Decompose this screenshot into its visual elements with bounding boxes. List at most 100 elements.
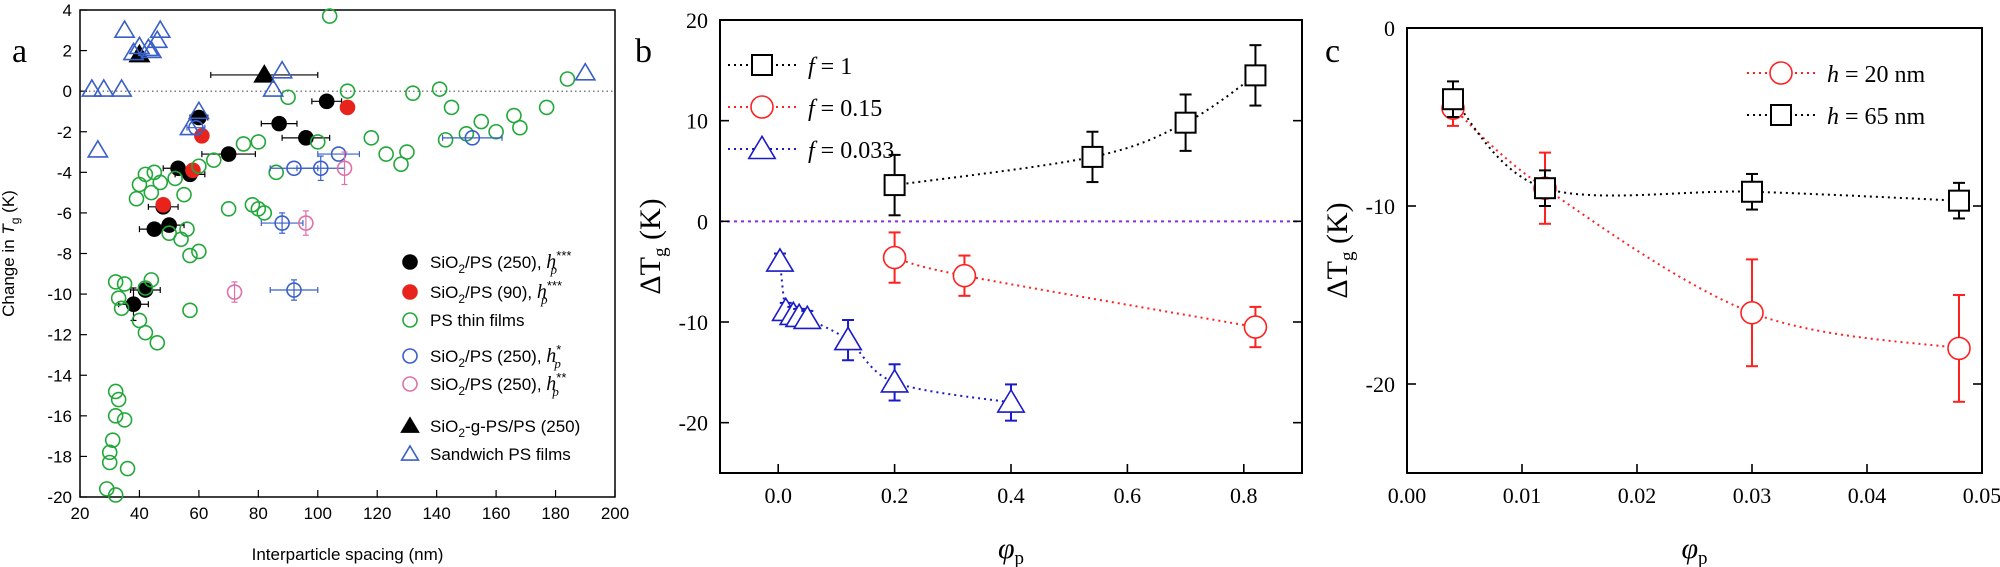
- x-tick-label-b: 0.6: [1114, 483, 1142, 508]
- data-point-a-series-2: [116, 276, 133, 292]
- y-tick-label-a: 2: [63, 42, 72, 61]
- x-tick-label-b: 0.8: [1230, 483, 1258, 508]
- data-point-b-series-0: [1174, 111, 1197, 134]
- y-tick-label-a: -20: [47, 488, 72, 507]
- data-point-b-series-1: [882, 245, 907, 270]
- data-point-a-series-2: [437, 132, 454, 148]
- data-point-a-series-4: [336, 160, 353, 177]
- data-point-a-series-2: [378, 146, 394, 162]
- data-point-a-series-0: [318, 93, 335, 110]
- legend-marker-a: [402, 376, 418, 392]
- data-point-c-series-0: [1740, 300, 1764, 325]
- data-point-a-series-2: [131, 312, 148, 329]
- data-point-a-series-2: [191, 243, 207, 260]
- series-line-c-0: [1452, 107, 1960, 350]
- x-axis-label-b: φp: [998, 532, 1024, 567]
- y-axis-label-c: ΔTg (K): [1321, 202, 1358, 298]
- y-tick-label-a: -4: [57, 163, 72, 182]
- legend-marker-a: [402, 348, 418, 364]
- data-point-b-series-1: [952, 263, 977, 288]
- series-line-c-1: [1452, 98, 1960, 202]
- data-point-a-series-2: [182, 302, 198, 319]
- data-point-a-series-2: [137, 324, 154, 341]
- data-point-a-series-2: [256, 205, 273, 221]
- data-point-a-series-2: [161, 225, 177, 242]
- data-point-b-series-2: [765, 247, 795, 272]
- y-tick-label-b: 0: [697, 209, 708, 234]
- data-point-c-series-1: [1442, 88, 1464, 111]
- plot-frame-c: [1406, 27, 1983, 474]
- x-tick-label-a: 20: [71, 504, 90, 523]
- data-point-a-series-1: [339, 99, 356, 116]
- data-point-a-series-2: [113, 300, 130, 317]
- y-tick-label-b: 20: [686, 8, 708, 33]
- data-point-a-series-6: [140, 39, 163, 59]
- x-tick-label-b: 0.4: [997, 483, 1025, 508]
- x-tick-label-b: 0.0: [764, 483, 792, 508]
- x-tick-label-a: 120: [363, 504, 391, 523]
- legend-label-c: h = 65 nm: [1827, 104, 1926, 130]
- legend-marker-b: [747, 134, 777, 160]
- x-tick-label-c: 0.03: [1733, 483, 1772, 508]
- data-point-a-series-2: [235, 136, 252, 152]
- data-point-a-series-2: [107, 487, 124, 503]
- data-point-a-series-6: [262, 78, 285, 97]
- legend-marker-c: [1770, 104, 1792, 126]
- data-point-a-series-2: [131, 176, 148, 193]
- data-point-a-series-2: [176, 186, 192, 203]
- data-point-a-series-6: [187, 100, 210, 120]
- data-point-a-series-2: [152, 174, 169, 191]
- data-point-a-series-2: [173, 231, 189, 248]
- y-axis-label-b: ΔTg (K): [634, 198, 671, 294]
- data-point-a-series-2: [101, 454, 118, 471]
- x-tick-label-a: 80: [249, 504, 268, 523]
- y-tick-label-a: -18: [47, 447, 72, 466]
- data-point-a-series-3: [274, 215, 290, 231]
- data-point-a-series-2: [538, 99, 555, 116]
- legend-label-a: SiO2/PS (250), h*** p: [430, 248, 571, 277]
- panel-a: 20 40 60 80 100 120 140 160 180 200420-2-4-6-8-10…: [0, 1, 629, 564]
- x-tick-label-a: 180: [541, 504, 569, 523]
- panel-label-a: a: [12, 33, 27, 70]
- legend-label-a: Sandwich PS films: [430, 445, 571, 464]
- data-point-a-series-2: [205, 152, 222, 168]
- data-point-a-series-2: [512, 119, 528, 136]
- panel-c: 0.00 0.01 0.02 0.03 0.04 0.05 0 -10 -20 φp ΔTg (K)…: [1321, 16, 2000, 567]
- data-point-a-series-6: [80, 78, 103, 97]
- y-axis-label-a: Change in Tg (K): [0, 190, 22, 317]
- data-point-b-series-2: [792, 304, 822, 330]
- x-tick-label-c: 0.01: [1503, 483, 1542, 508]
- x-tick-label-a: 100: [304, 504, 332, 523]
- legend-marker-a: [402, 312, 418, 328]
- data-point-a-series-2: [399, 144, 415, 160]
- y-tick-label-a: 0: [63, 82, 72, 101]
- legend-b: f = 1 f = 0.15 f = 0.033: [728, 54, 894, 164]
- x-tick-label-a: 60: [189, 504, 208, 523]
- data-point-a-series-2: [220, 201, 237, 217]
- data-point-a-series-6: [146, 29, 169, 49]
- y-tick-label-c: -10: [1366, 194, 1395, 219]
- data-point-a-series-6: [113, 19, 136, 38]
- data-point-a-series-2: [137, 280, 154, 296]
- data-point-a-series-2: [119, 460, 136, 477]
- legend-label-a: PS thin films: [430, 311, 524, 330]
- x-tick-label-a: 160: [482, 504, 510, 523]
- data-point-a-series-2: [443, 99, 460, 116]
- data-point-a-series-2: [191, 158, 207, 175]
- data-point-a-series-2: [110, 391, 127, 408]
- data-point-a-series-3: [286, 282, 302, 298]
- legend-label-b: f = 0.033: [808, 138, 894, 164]
- y-tick-label-a: -10: [47, 285, 72, 304]
- y-tick-label-a: 4: [63, 1, 72, 20]
- data-point-a-series-2: [506, 107, 522, 124]
- data-point-a-series-6: [574, 62, 597, 81]
- data-point-a-series-4: [226, 284, 243, 300]
- data-point-a-series-2: [116, 412, 133, 428]
- data-point-a-series-0: [146, 221, 163, 237]
- x-tick-label-c: 0.02: [1618, 483, 1657, 508]
- legend-c: h = 20 nm h = 65 nm: [1747, 61, 1926, 130]
- data-point-a-series-6: [86, 139, 109, 158]
- data-point-b-series-1: [1243, 315, 1268, 339]
